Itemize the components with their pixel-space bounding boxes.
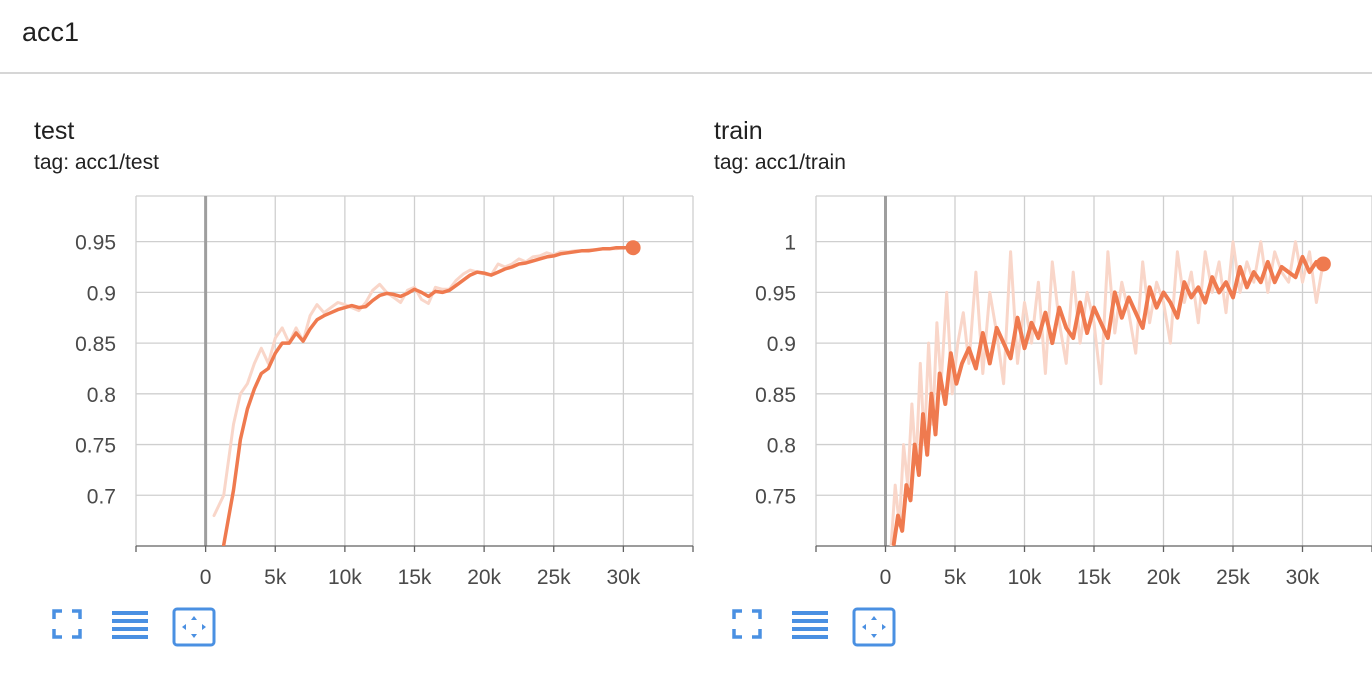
x-tick-label: 20k: [467, 566, 501, 589]
y-axis: 0.75 0.8 0.85 0.9 0.95 1: [755, 232, 796, 509]
smoothed-series-line: [891, 254, 1326, 546]
fit-domain-icon: [852, 607, 896, 647]
x-tick-label: 30k: [1286, 566, 1320, 589]
card-tag: tag: acc1/test: [34, 151, 159, 174]
x-tick-label: 5k: [264, 566, 287, 589]
x-tick-label: 10k: [1008, 566, 1042, 589]
y-tick-label: 0.9: [87, 282, 116, 305]
fullscreen-button[interactable]: [50, 607, 84, 641]
x-tick-label: 10k: [328, 566, 362, 589]
x-tick-label: 0: [880, 566, 892, 589]
x-tick-label: 20k: [1147, 566, 1181, 589]
card-title: train: [714, 117, 763, 145]
y-tick-label: 0.85: [75, 333, 116, 356]
x-tick-label: 30k: [606, 566, 640, 589]
fit-domain-icon: [172, 607, 216, 647]
fullscreen-icon: [732, 609, 762, 639]
y-tick-label: 0.95: [75, 232, 116, 255]
y-tick-label: 1: [784, 232, 796, 255]
grid: [135, 195, 694, 546]
x-axis: 0 5k 10k 15k 20k 25k 30k: [815, 545, 1372, 589]
smoothed-series-line: [221, 245, 635, 546]
fit-domain-button[interactable]: [172, 607, 216, 647]
series-group: [212, 245, 635, 546]
fit-domain-button[interactable]: [852, 607, 896, 647]
raw-series-line: [212, 246, 635, 518]
group-title: acc1: [22, 17, 80, 47]
x-tick-label: 0: [200, 566, 212, 589]
chart-card-train: train tag: acc1/train 0 5k 10k 15k 20k 25k 30k…: [714, 110, 1372, 660]
x-tick-label: 15k: [1077, 566, 1111, 589]
y-tick-label: 0.9: [767, 333, 796, 356]
grid: [815, 195, 1372, 546]
last-point-marker: [625, 240, 641, 256]
y-tick-label: 0.75: [755, 485, 796, 508]
y-tick-label: 0.95: [755, 282, 796, 305]
log-scale-button[interactable]: [110, 607, 150, 641]
line-chart-test[interactable]: 0 5k 10k 15k 20k 25k 30k 0.7 0.75 0.8 0.85 0.9 0.95: [34, 110, 714, 600]
log-scale-button[interactable]: [790, 607, 830, 641]
y-tick-label: 0.8: [767, 435, 796, 458]
raw-series-line: [889, 240, 1325, 546]
x-axis: 0 5k 10k 15k 20k 25k 30k: [135, 545, 694, 589]
group-header[interactable]: acc1: [0, 0, 1372, 74]
card-title: test: [34, 117, 75, 145]
y-axis: 0.7 0.75 0.8 0.85 0.9 0.95: [75, 232, 116, 509]
x-tick-label: 25k: [537, 566, 571, 589]
list-lines-icon: [112, 611, 148, 639]
card-tag: tag: acc1/train: [714, 151, 846, 174]
fullscreen-icon: [52, 609, 82, 639]
list-lines-icon: [792, 611, 828, 639]
x-tick-label: 25k: [1216, 566, 1250, 589]
last-point-marker: [1315, 256, 1331, 272]
y-tick-label: 0.75: [75, 435, 116, 458]
y-tick-label: 0.85: [755, 384, 796, 407]
line-chart-train[interactable]: 0 5k 10k 15k 20k 25k 30k 0.75 0.8 0.85 0.9 0.95 1: [714, 110, 1372, 600]
x-tick-label: 5k: [944, 566, 967, 589]
fullscreen-button[interactable]: [730, 607, 764, 641]
y-tick-label: 0.7: [87, 485, 116, 508]
chart-card-test: test tag: acc1/test 0 5k 10k 15k 20k 25k 30k 0.…: [34, 110, 714, 660]
x-tick-label: 15k: [398, 566, 432, 589]
y-tick-label: 0.8: [87, 384, 116, 407]
series-group: [889, 240, 1326, 546]
